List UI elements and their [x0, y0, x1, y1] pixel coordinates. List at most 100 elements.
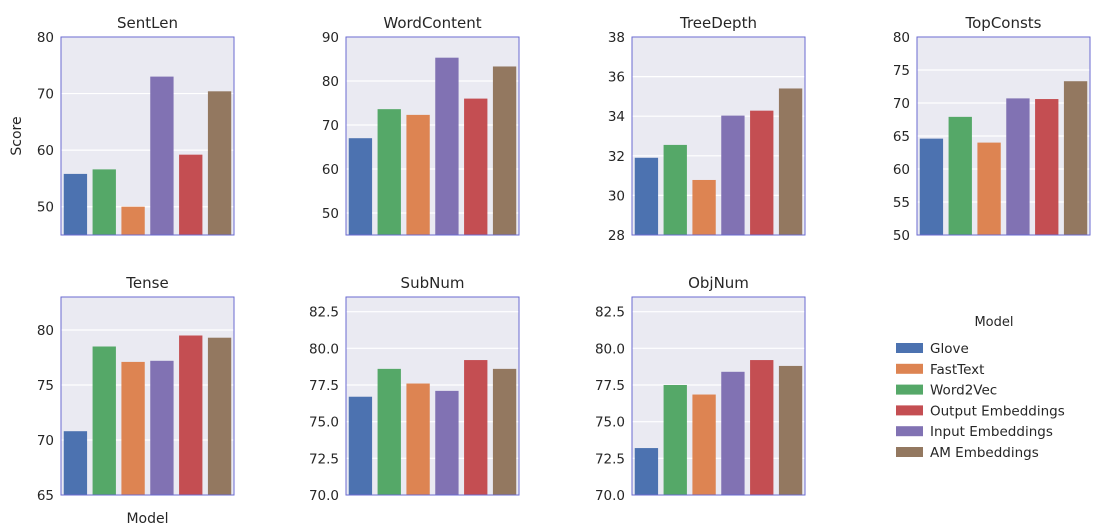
- panel-treedepth-ytick-label: 28: [608, 228, 625, 244]
- panel-wordcontent-title: WordContent: [383, 14, 481, 32]
- panel-tense-ytick-label: 80: [37, 323, 54, 339]
- legend-swatch-glove: [896, 343, 923, 353]
- panel-wordcontent-background: [346, 37, 519, 235]
- panel-sentlen-bar-am-embeddings: [207, 91, 232, 235]
- panel-subnum-ytick-label: 75.0: [309, 415, 339, 431]
- panel-subnum-title: SubNum: [401, 274, 465, 292]
- panel-subnum-bar-glove: [348, 396, 373, 495]
- panel-objnum-ytick-label: 80.0: [595, 341, 625, 357]
- panel-wordcontent-bar-word2vec: [377, 109, 401, 235]
- panel-tense-bar-output-embeddings: [179, 335, 203, 495]
- panel-objnum-background: [632, 297, 805, 495]
- panel-wordcontent-ytick-label: 70: [322, 118, 339, 134]
- panel-topconsts-bar-input-embeddings: [1006, 98, 1030, 235]
- panel-subnum-ytick-label: 72.5: [309, 451, 339, 467]
- panel-objnum-ytick-label: 75.0: [595, 415, 625, 431]
- panel-sentlen-ytick-label: 50: [37, 200, 54, 216]
- panel-objnum-bar-glove: [634, 448, 659, 495]
- panel-subnum-ytick-label: 70.0: [309, 488, 339, 504]
- panel-objnum-bar-am-embeddings: [778, 365, 803, 495]
- panel-subnum-ytick-label: 82.5: [309, 305, 339, 321]
- panel-sentlen-bar-glove: [63, 173, 88, 235]
- panel-sentlen-title: SentLen: [117, 14, 178, 32]
- panel-topconsts-ytick-label: 50: [893, 228, 910, 244]
- panel-objnum-bar-word2vec: [663, 385, 687, 495]
- legend-swatch-input-embeddings: [896, 426, 923, 437]
- panel-treedepth-bar-fasttext: [692, 179, 716, 235]
- panel-wordcontent-ytick-label: 90: [322, 30, 339, 46]
- panel-treedepth: 28 30 32 34 36 38 TreeDepth: [608, 14, 806, 244]
- legend-swatch-output-embeddings: [896, 405, 923, 416]
- panel-tense-frame: [60, 296, 235, 496]
- panel-treedepth-ytick-label: 30: [608, 188, 625, 204]
- panel-treedepth-ytick-label: 38: [608, 30, 625, 46]
- panel-objnum-ytick-label: 70.0: [595, 488, 625, 504]
- panel-wordcontent-bar-output-embeddings: [464, 98, 488, 235]
- panel-treedepth-frame: [631, 36, 806, 236]
- panel-tense-xlabel: Model: [126, 511, 168, 527]
- panel-topconsts-ytick-label: 75: [893, 63, 910, 79]
- legend-label-word2vec: Word2Vec: [930, 383, 997, 399]
- legend-label-input-embeddings: Input Embeddings: [930, 424, 1053, 440]
- legend: Model Glove FastText Word2Vec Output Embeddi…: [896, 315, 1065, 461]
- panel-tense-bar-am-embeddings: [207, 337, 232, 495]
- panel-subnum-bar-word2vec: [377, 368, 401, 495]
- panel-wordcontent: 50 60 70 80 90 WordContent: [322, 14, 520, 236]
- panel-wordcontent-ytick-label: 60: [322, 162, 339, 178]
- panel-topconsts-title: TopConsts: [965, 14, 1042, 32]
- panel-topconsts-bar-am-embeddings: [1063, 81, 1088, 235]
- panel-subnum-ytick-label: 80.0: [309, 341, 339, 357]
- panel-tense-title: Tense: [125, 274, 168, 292]
- panel-objnum-bar-input-embeddings: [721, 371, 745, 495]
- panel-subnum-background: [346, 297, 519, 495]
- panel-objnum-bar-output-embeddings: [750, 360, 774, 495]
- panel-topconsts: 50 55 60 65 70 75 80 TopConsts: [893, 14, 1091, 244]
- panel-sentlen-bar-fasttext: [121, 206, 145, 235]
- panel-topconsts-ytick-label: 70: [893, 96, 910, 112]
- panel-objnum-ytick-label: 72.5: [595, 451, 625, 467]
- panel-topconsts-bar-fasttext: [977, 142, 1001, 235]
- panel-treedepth-bar-output-embeddings: [750, 110, 774, 235]
- panel-tense-ytick-label: 75: [37, 378, 54, 394]
- panel-tense: 65 70 75 80 Tense Model: [37, 274, 235, 527]
- panel-subnum-bar-fasttext: [406, 383, 430, 495]
- panel-treedepth-bar-am-embeddings: [778, 88, 803, 235]
- panel-objnum-ytick-label: 82.5: [595, 305, 625, 321]
- panel-subnum-bar-am-embeddings: [492, 368, 517, 495]
- panel-objnum-title: ObjNum: [688, 274, 749, 292]
- panel-treedepth-bar-word2vec: [663, 144, 687, 235]
- legend-swatch-fasttext: [896, 363, 923, 374]
- legend-label-am-embeddings: AM Embeddings: [930, 445, 1039, 461]
- panel-treedepth-background: [632, 37, 805, 235]
- panel-treedepth-ytick-label: 32: [608, 149, 625, 165]
- panel-tense-bar-glove: [63, 431, 88, 495]
- panel-sentlen: 50 60 70 80 SentLen Score: [9, 14, 235, 236]
- panel-treedepth-ytick-label: 36: [608, 70, 625, 86]
- panel-topconsts-ytick-label: 65: [893, 129, 910, 145]
- panel-subnum-frame: [345, 296, 520, 496]
- panel-topconsts-bar-output-embeddings: [1035, 99, 1059, 235]
- legend-swatch-am-embeddings: [896, 447, 923, 457]
- panel-treedepth-title: TreeDepth: [679, 14, 757, 32]
- panel-objnum-ytick-label: 77.5: [595, 378, 625, 394]
- panel-wordcontent-ytick-label: 80: [322, 74, 339, 90]
- panel-treedepth-ytick-label: 34: [608, 109, 625, 125]
- panel-wordcontent-bar-am-embeddings: [492, 66, 517, 235]
- panel-wordcontent-ytick-label: 50: [322, 206, 339, 222]
- panel-sentlen-ytick-label: 80: [37, 30, 54, 46]
- legend-label-glove: Glove: [930, 341, 969, 357]
- panel-objnum-frame: [631, 296, 806, 496]
- panel-subnum: 70.0 72.5 75.0 77.5 80.0 82.5 SubNum: [309, 274, 520, 504]
- panel-sentlen-frame: [60, 36, 235, 236]
- panel-wordcontent-bar-glove: [348, 138, 373, 235]
- panel-topconsts-frame: [916, 36, 1091, 236]
- panel-sentlen-bar-output-embeddings: [179, 154, 203, 235]
- panel-subnum-ytick-label: 77.5: [309, 378, 339, 394]
- panel-tense-ytick-label: 65: [37, 488, 54, 504]
- panel-wordcontent-bar-fasttext: [406, 114, 430, 235]
- panel-tense-bar-fasttext: [121, 361, 145, 495]
- legend-title: Model: [974, 315, 1013, 330]
- legend-swatch-word2vec: [896, 384, 923, 395]
